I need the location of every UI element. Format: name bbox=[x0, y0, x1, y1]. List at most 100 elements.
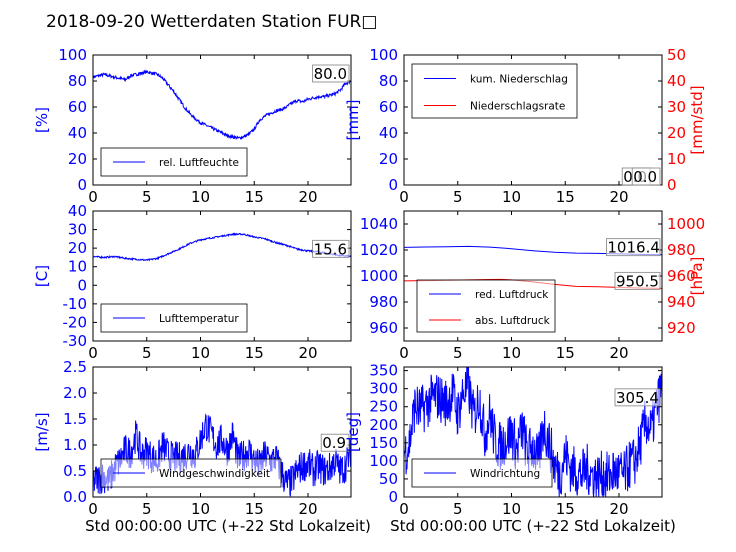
y-tick-label: 0 bbox=[388, 176, 398, 194]
value-label-box bbox=[606, 238, 661, 257]
legend-label: red. Luftdruck bbox=[475, 289, 549, 301]
y2-tick-label: 960 bbox=[667, 267, 696, 285]
legend-label: rel. Luftfeuchte bbox=[159, 157, 239, 169]
y-axis-label-temperature: [C] bbox=[33, 265, 51, 287]
y-tick-label: 30 bbox=[68, 221, 87, 239]
y-axis-label-humidity: [%] bbox=[33, 107, 51, 133]
series-line-humidity-0 bbox=[92, 69, 352, 141]
value-label-box bbox=[320, 433, 350, 452]
y-tick-label: 40 bbox=[379, 124, 398, 142]
y-tick-label: 1040 bbox=[360, 215, 398, 233]
y2-axis-label-pressure: [hPa] bbox=[688, 257, 706, 296]
y-tick-label: -20 bbox=[63, 313, 88, 331]
y-axis-label-windspeed: [m/s] bbox=[33, 412, 51, 451]
value-label-box bbox=[312, 64, 350, 83]
y2-tick-label: 1000 bbox=[667, 215, 705, 233]
x-tick-label: 0 bbox=[399, 344, 409, 362]
x-tick-label: 15 bbox=[245, 188, 264, 206]
y-tick-label: 80 bbox=[68, 72, 87, 90]
x-tick-label: 10 bbox=[191, 344, 210, 362]
y-tick-label: 0 bbox=[388, 488, 398, 506]
x-tick-label: 15 bbox=[556, 500, 575, 518]
y-tick-label: 2.5 bbox=[63, 358, 87, 376]
value-label-humidity: 80.0 bbox=[314, 65, 347, 83]
panel-precipitation: 0 5 10 15 20 0 20 40 60 80 100 0 10 20 30 40 50 [mm] [mm/s… bbox=[344, 46, 706, 206]
x-tick-label: 15 bbox=[245, 344, 264, 362]
y-tick-label: 300 bbox=[369, 380, 398, 398]
value-label-winddirection: 305.4 bbox=[616, 389, 659, 407]
y-tick-label: 40 bbox=[68, 124, 87, 142]
y2-tick-label: 30 bbox=[667, 98, 686, 116]
y-tick-label: 100 bbox=[58, 46, 87, 64]
value-label-box bbox=[312, 239, 350, 258]
y-tick-label: 1020 bbox=[360, 241, 398, 259]
y-tick-label: 150 bbox=[369, 434, 398, 452]
legend-humidity: rel. Luftfeuchte bbox=[100, 147, 248, 177]
legend-box bbox=[416, 279, 556, 333]
y-tick-label: 0.5 bbox=[63, 462, 87, 480]
x-tick-label: 20 bbox=[298, 500, 317, 518]
x-tick-label: 0 bbox=[88, 344, 98, 362]
value-label-pressure: 950.5 bbox=[616, 272, 659, 290]
panel-pressure: 0 5 10 15 20 960 980 1000 1020 1040 920 940 960 980 10… bbox=[360, 210, 706, 362]
y-tick-label: 50 bbox=[379, 470, 398, 488]
value-label-temperature: 15.6 bbox=[314, 240, 347, 258]
x-tick-label: 10 bbox=[502, 188, 521, 206]
x-tick-label: 20 bbox=[609, 188, 628, 206]
y2-tick-label: 0 bbox=[667, 176, 677, 194]
legend-label: Windgeschwindigkeit bbox=[159, 468, 270, 480]
value-label-windspeed: 0.9 bbox=[322, 434, 346, 452]
legend-box bbox=[411, 63, 578, 119]
y-tick-label: 20 bbox=[379, 150, 398, 168]
y-tick-label: 10 bbox=[68, 258, 87, 276]
plot-frame-precipitation bbox=[403, 54, 663, 186]
x-tick-label: 5 bbox=[142, 344, 152, 362]
panel-winddirection: 0 5 10 15 20050100150200250300350[deg]Windri… bbox=[344, 362, 663, 518]
y2-tick-label: 40 bbox=[667, 72, 686, 90]
plot-frame-temperature bbox=[92, 210, 352, 342]
y2-tick-label: 940 bbox=[667, 293, 696, 311]
y-tick-label: 1000 bbox=[360, 267, 398, 285]
value-label-box bbox=[614, 388, 661, 407]
figure-title: 2018-09-20 Wetterdaten Station FUR□ bbox=[46, 12, 377, 32]
x-tick-label: 20 bbox=[298, 188, 317, 206]
panel-humidity: 0 5 10 15 20 0 20 40 60 80 100 [%] rel. Luftfeuchte 8… bbox=[33, 46, 352, 206]
x-tick-label: 15 bbox=[556, 344, 575, 362]
value-label-box bbox=[631, 167, 661, 186]
y-tick-label: 0 bbox=[77, 176, 87, 194]
x-tick-label: 10 bbox=[502, 500, 521, 518]
legend-winddirection: Windrichtung bbox=[411, 458, 553, 488]
x-tick-label: 0 bbox=[399, 188, 409, 206]
plot-frame-windspeed bbox=[92, 366, 352, 498]
value-label-pressure: 1016.4 bbox=[607, 239, 660, 257]
x-tick-label: 10 bbox=[502, 344, 521, 362]
x-tick-label: 15 bbox=[556, 188, 575, 206]
y-tick-label: 960 bbox=[369, 319, 398, 337]
y-tick-label: 60 bbox=[68, 98, 87, 116]
value-label-box bbox=[614, 271, 661, 290]
y2-tick-label: 20 bbox=[667, 124, 686, 142]
x-tick-label: 10 bbox=[191, 500, 210, 518]
legend-label: kum. Niederschlag bbox=[470, 74, 568, 86]
series-line-windspeed-0 bbox=[92, 413, 352, 497]
y-tick-label: 980 bbox=[369, 293, 398, 311]
x-tick-label: 5 bbox=[453, 188, 463, 206]
x-tick-label: 5 bbox=[453, 344, 463, 362]
legend-label: Lufttemperatur bbox=[159, 313, 239, 325]
x-tick-label: 20 bbox=[609, 344, 628, 362]
x-tick-label: 20 bbox=[298, 344, 317, 362]
x-tick-label: 5 bbox=[453, 500, 463, 518]
x-tick-label: 10 bbox=[191, 188, 210, 206]
legend-label: Windrichtung bbox=[470, 468, 540, 480]
legend-pressure: red. Luftdruck abs. Luftdruck bbox=[416, 279, 556, 333]
y-tick-label: 100 bbox=[369, 46, 398, 64]
y-tick-label: 1.0 bbox=[63, 436, 87, 454]
y-tick-label: 40 bbox=[68, 202, 87, 220]
y-tick-label: 60 bbox=[379, 98, 398, 116]
x-tick-label: 20 bbox=[609, 500, 628, 518]
y-tick-label: 100 bbox=[369, 452, 398, 470]
y2-axis-label-precipitation: [mm/std] bbox=[688, 85, 706, 154]
y-tick-label: 1.5 bbox=[63, 410, 87, 428]
x-tick-label: 0 bbox=[399, 500, 409, 518]
